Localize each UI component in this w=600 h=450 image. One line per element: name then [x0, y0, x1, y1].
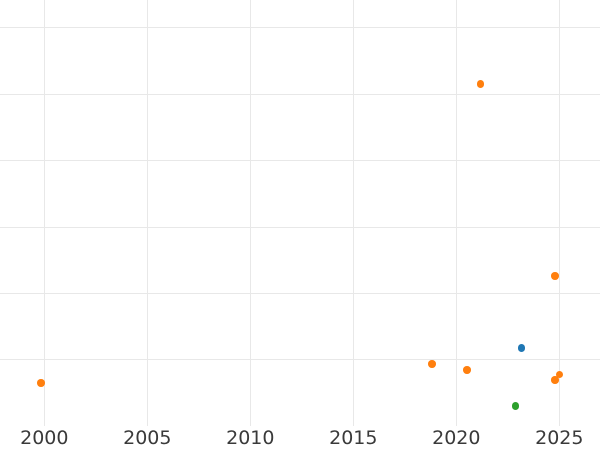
data-point-orange	[555, 370, 564, 379]
plot-area	[0, 0, 600, 426]
y-gridline-0	[0, 359, 600, 361]
x-gridline-2020	[455, 0, 457, 426]
x-tick-label-2020: 2020	[432, 427, 481, 449]
x-gridline-2005	[146, 0, 148, 426]
y-gridline-5	[0, 27, 600, 29]
x-tick-label-2025: 2025	[535, 427, 584, 449]
x-axis: 2000 2005 2010 2015 2020 2025	[0, 427, 600, 450]
x-gridline-2015	[352, 0, 354, 426]
x-gridline-2010	[249, 0, 251, 426]
data-point-orange	[476, 80, 485, 88]
x-gridline-2000	[43, 0, 45, 426]
data-point-orange	[428, 360, 436, 368]
x-gridline-2025	[558, 0, 560, 426]
data-point-orange	[37, 379, 45, 387]
data-point-green	[511, 402, 520, 410]
y-gridline-1	[0, 292, 600, 294]
data-point-blue	[517, 344, 526, 352]
x-tick-label-2010: 2010	[226, 427, 275, 449]
y-gridline-3	[0, 160, 600, 162]
x-tick-label-2015: 2015	[329, 427, 378, 449]
x-tick-label-2005: 2005	[123, 427, 172, 449]
data-point-orange	[551, 272, 559, 280]
x-tick-label-2000: 2000	[20, 427, 69, 449]
y-gridline-2	[0, 226, 600, 228]
y-gridline-4	[0, 93, 600, 95]
data-point-orange	[463, 366, 471, 374]
data-point-orange	[551, 376, 559, 384]
